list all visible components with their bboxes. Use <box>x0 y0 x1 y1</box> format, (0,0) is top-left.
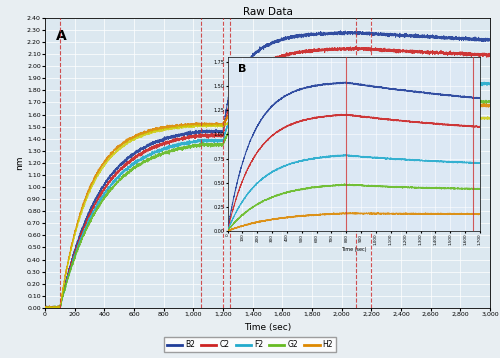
Text: B: B <box>238 64 246 74</box>
Legend: B2, C2, F2, G2, H2: B2, C2, F2, G2, H2 <box>164 337 336 352</box>
Title: Raw Data: Raw Data <box>242 7 292 17</box>
Text: A: A <box>56 29 67 44</box>
X-axis label: Time (sec): Time (sec) <box>244 323 291 332</box>
X-axis label: Time (sec): Time (sec) <box>341 247 366 252</box>
Y-axis label: nm: nm <box>15 156 24 170</box>
